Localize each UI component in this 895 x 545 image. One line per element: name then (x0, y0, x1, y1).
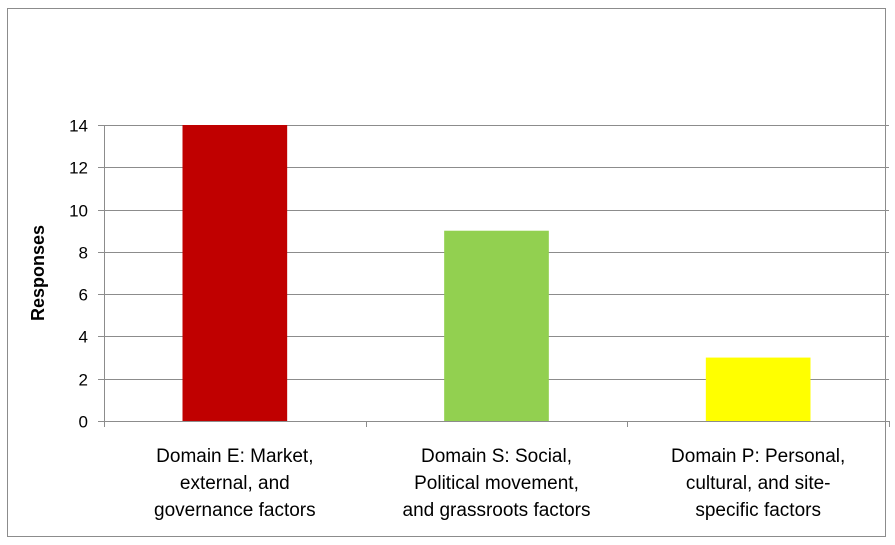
axes (104, 125, 889, 427)
y-tick-labels: 0 2 4 6 8 10 12 14 (69, 117, 88, 432)
category-label-line: governance factors (154, 500, 316, 521)
y-axis-title: Responses (28, 225, 48, 321)
category-label-line: Political movement, (414, 473, 579, 494)
category-label-2: Domain S: Social, Political movement, and … (403, 446, 591, 521)
bars (182, 125, 811, 421)
bar-3 (705, 357, 811, 421)
category-label-line: external, and (180, 473, 290, 494)
y-tick-label: 12 (69, 159, 88, 178)
y-tick-label: 6 (79, 286, 88, 305)
category-label-line: Domain P: Personal, (671, 446, 845, 467)
category-label-line: Domain E: Market, (156, 446, 313, 467)
y-tick-label: 4 (79, 328, 88, 347)
y-tick-label: 0 (79, 413, 88, 432)
category-label-line: and grassroots factors (403, 500, 591, 521)
category-labels: Domain E: Market, external, and governance… (154, 446, 845, 521)
category-label-3: Domain P: Personal, cultural, and site-sp… (671, 446, 845, 521)
y-tick-label: 8 (79, 244, 88, 263)
y-tick-label: 10 (69, 202, 88, 221)
category-label-line: cultural, and site- (686, 473, 831, 494)
bar-2 (444, 230, 549, 421)
category-label-line: Domain S: Social, (421, 446, 572, 467)
category-label-1: Domain E: Market, external, and governance… (154, 446, 316, 521)
bar-1 (182, 125, 288, 421)
category-label-line: specific factors (695, 500, 821, 521)
y-tick-label: 2 (79, 371, 88, 390)
y-tick-label: 14 (69, 117, 88, 136)
